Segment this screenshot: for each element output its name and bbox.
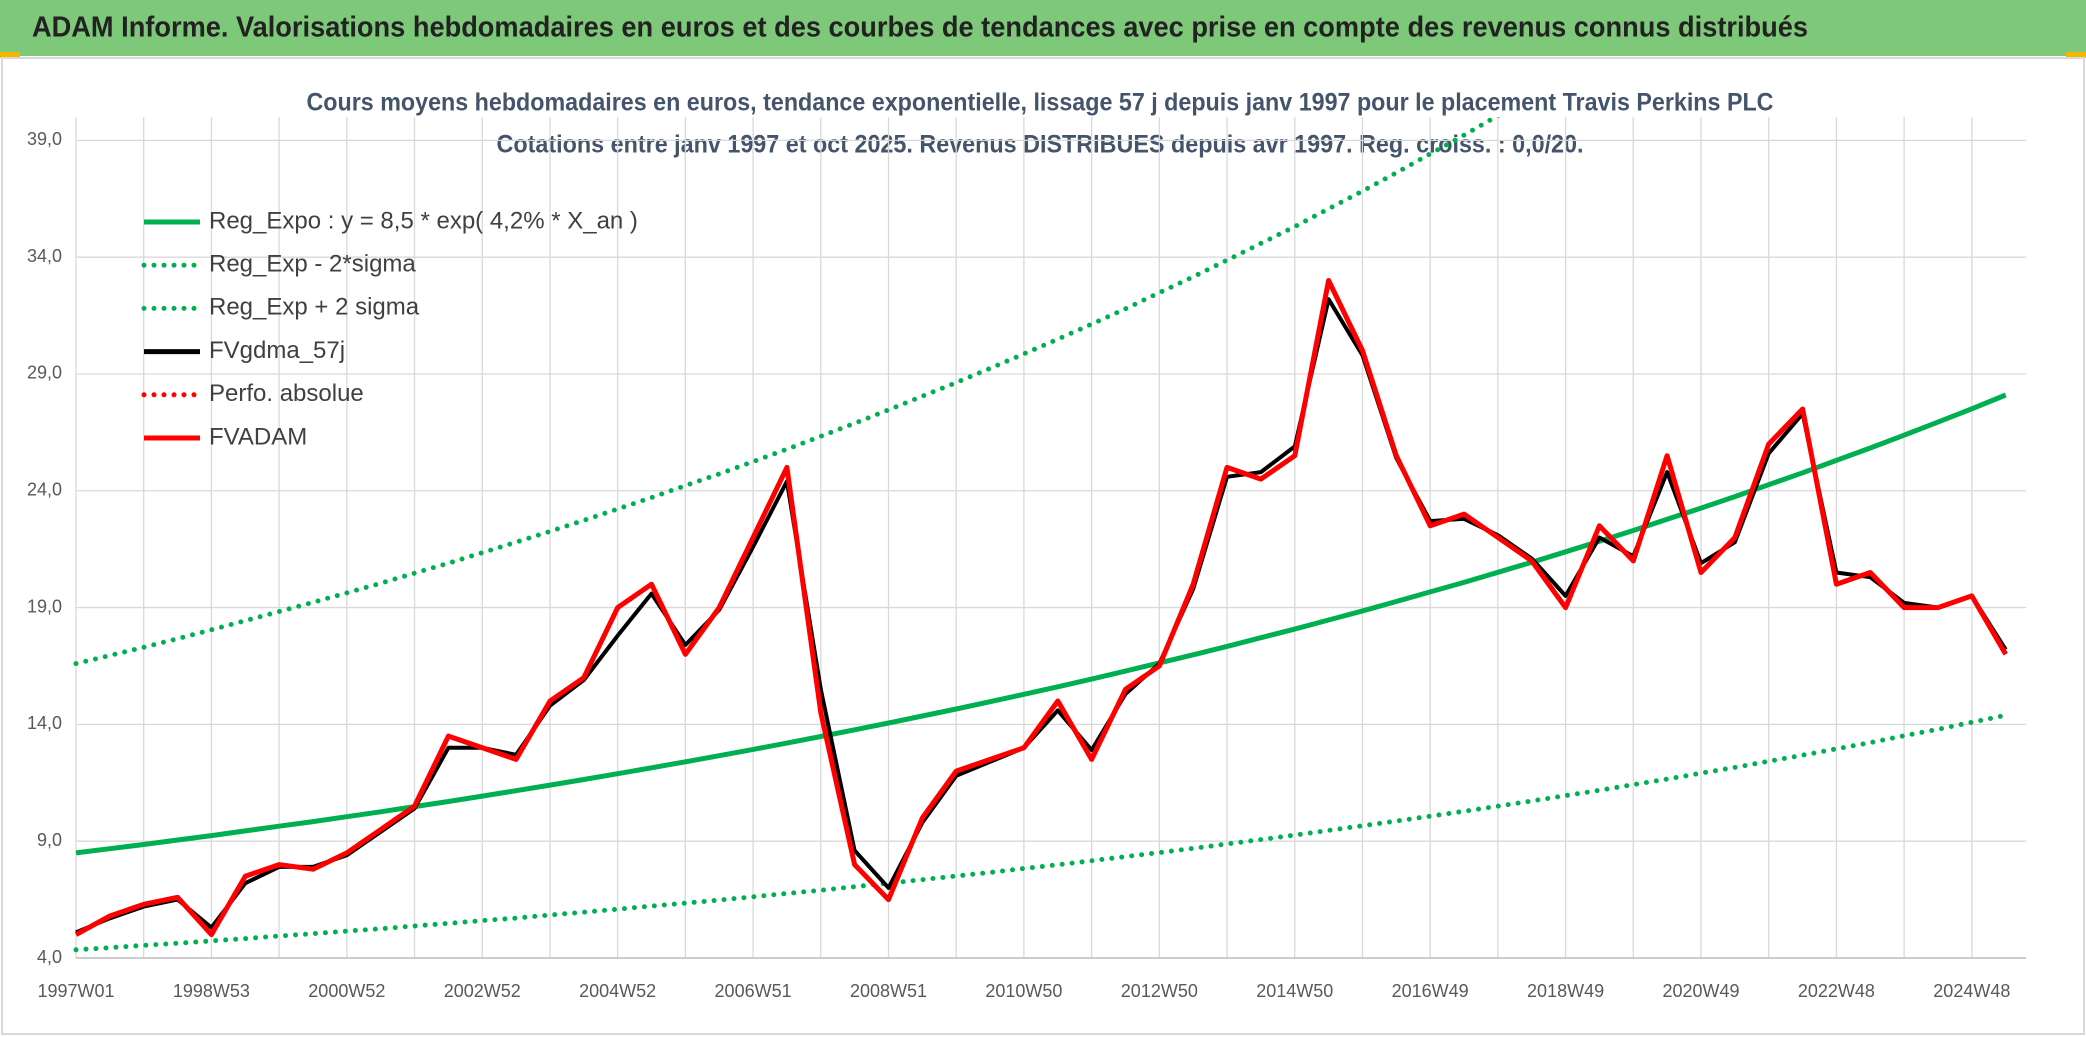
series-line [73,712,2009,953]
subtitle: Cotations entre janv 1997 et oct 2025. R… [497,131,1584,159]
y-tick-label: 29,0 [27,363,62,383]
x-tick-label: 2004W52 [579,981,656,1001]
x-tick-label: 2020W49 [1662,981,1739,1001]
chart-title: ADAM Informe. Valorisations hebdomadaire… [32,12,1808,44]
corner [2066,52,2086,58]
x-tick-label: 2010W50 [985,981,1062,1001]
legend-label: Reg_Exp - 2*sigma [209,251,416,278]
x-tick-label: 2024W48 [1933,981,2010,1001]
legend-label: Reg_Expo : y = 8,5 * exp( 4,2% * X_an ) [209,207,638,234]
x-tick-label: 2018W49 [1527,981,1604,1001]
x-tick-label: 2014W50 [1256,981,1333,1001]
subtitle: Cours moyens hebdomadaires en euros, ten… [307,89,1774,117]
plot [73,117,2009,953]
corner [0,52,20,58]
x-tick-label: 2008W51 [850,981,927,1001]
header-bar [0,0,2086,56]
legend-label: FVgdma_57j [209,337,345,364]
y-tick-label: 19,0 [27,596,62,616]
frame [1,57,2085,1035]
x-tick-label: 2022W48 [1798,981,1875,1001]
y-tick-label: 39,0 [27,129,62,149]
x-tick-label: 2002W52 [444,981,521,1001]
axis-labels: 4,0 9,0 14,0 19,0 24,0 29,0 34,0 39,0 1997W01 199… [27,129,2010,1001]
legend-label: FVADAM [209,423,307,450]
x-tick-label: 2000W52 [308,981,385,1001]
grid [75,117,2026,959]
y-tick-label: 24,0 [27,480,62,500]
y-tick-label: 9,0 [37,830,62,850]
x-tick-label: 2012W50 [1121,981,1198,1001]
legend-label: Reg_Exp + 2 sigma [209,294,420,321]
legend: Reg_Expo : y = 8,5 * exp( 4,2% * X_an ) R… [141,207,638,450]
y-tick-label: 34,0 [27,246,62,266]
x-tick-label: 1998W53 [173,981,250,1001]
legend-label: Perfo. absolue [209,380,364,407]
x-tick-label: 2016W49 [1392,981,1469,1001]
x-tick-label: 2006W51 [715,981,792,1001]
series-line [74,278,2008,938]
y-tick-label: 4,0 [37,947,62,967]
x-tick-label: 1997W01 [37,981,114,1001]
y-tick-label: 14,0 [27,713,62,733]
